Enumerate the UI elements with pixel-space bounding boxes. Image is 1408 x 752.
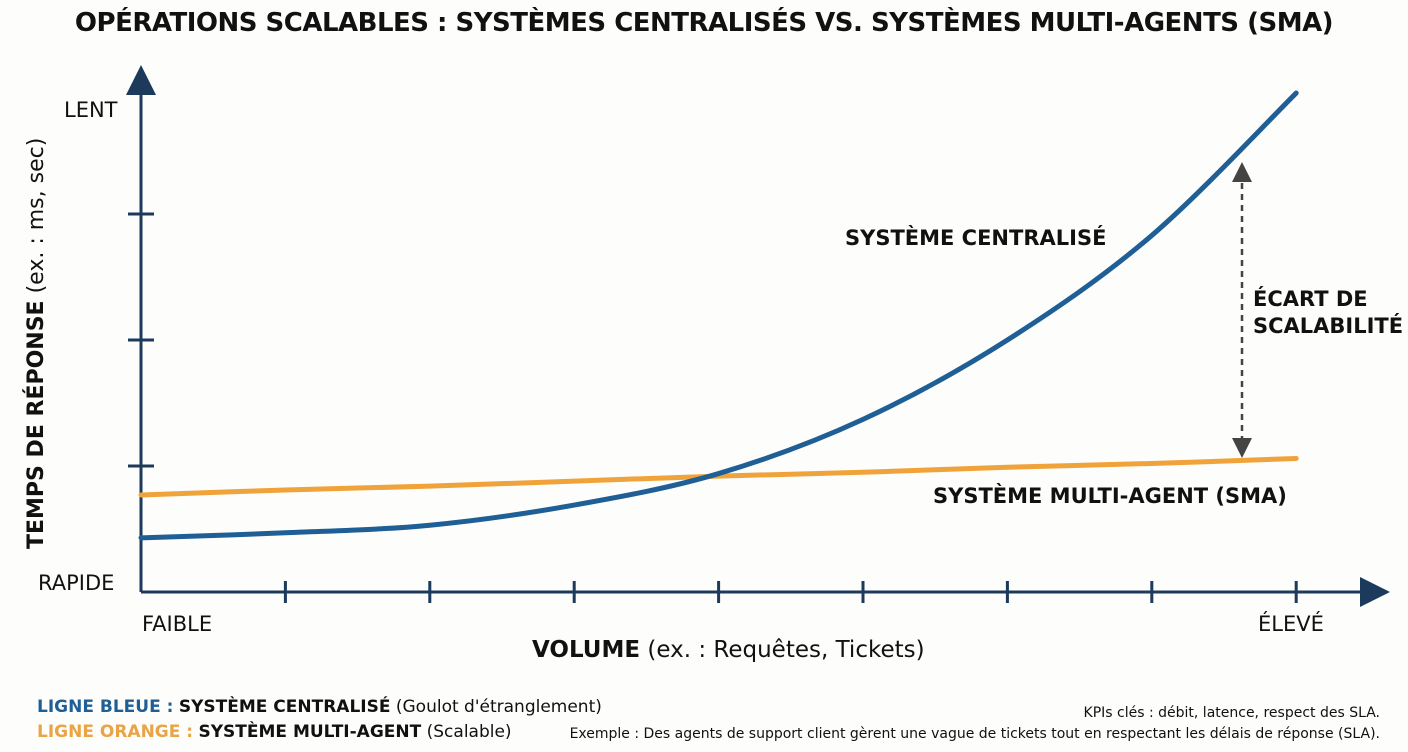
gap-label-1: ÉCART DE — [1253, 287, 1368, 311]
kpis-note: KPIs clés : débit, latence, respect des … — [1083, 705, 1380, 721]
gap-label-2: SCALABILITÉ — [1253, 314, 1404, 338]
series-label-sma: SYSTÈME MULTI-AGENT (SMA) — [933, 484, 1287, 508]
x-axis-title: VOLUME (ex. : Requêtes, Tickets) — [532, 637, 925, 663]
legend-orange-rest: (Scalable) — [426, 722, 512, 742]
x-axis-title-rest: (ex. : Requêtes, Tickets) — [647, 637, 925, 663]
legend-blue-prefix: LIGNE BLEUE : — [37, 697, 174, 717]
legend-orange: LIGNE ORANGE : SYSTÈME MULTI-AGENT (Scal… — [37, 722, 512, 742]
x-high-label: ÉLEVÉ — [1258, 612, 1324, 636]
y-low-label: RAPIDE — [38, 571, 115, 595]
x-low-label: FAIBLE — [142, 612, 213, 636]
legend-blue: LIGNE BLEUE : SYSTÈME CENTRALISÉ (Goulot… — [37, 697, 602, 717]
legend-blue-rest: (Goulot d'étranglement) — [395, 697, 602, 717]
chart-title: OPÉRATIONS SCALABLES : SYSTÈMES CENTRALI… — [74, 8, 1334, 38]
y-axis-title: TEMPS DE RÉPONSE (ex. : ms, sec) — [24, 138, 49, 549]
series-line-centralized — [138, 90, 1299, 541]
legend-blue-bold: SYSTÈME CENTRALISÉ — [178, 697, 391, 717]
legend-orange-bold: SYSTÈME MULTI-AGENT — [198, 722, 422, 742]
y-axis-title-rest: (ex. : ms, sec) — [24, 137, 49, 294]
example-note: Exemple : Des agents de support client g… — [569, 726, 1380, 742]
y-axis-title-bold: TEMPS DE RÉPONSE — [24, 300, 49, 549]
x-axis-title-bold: VOLUME — [532, 637, 641, 663]
y-high-label: LENT — [64, 98, 118, 122]
legend-orange-prefix: LIGNE ORANGE : — [37, 722, 194, 742]
series-label-centralized: SYSTÈME CENTRALISÉ — [845, 226, 1107, 250]
